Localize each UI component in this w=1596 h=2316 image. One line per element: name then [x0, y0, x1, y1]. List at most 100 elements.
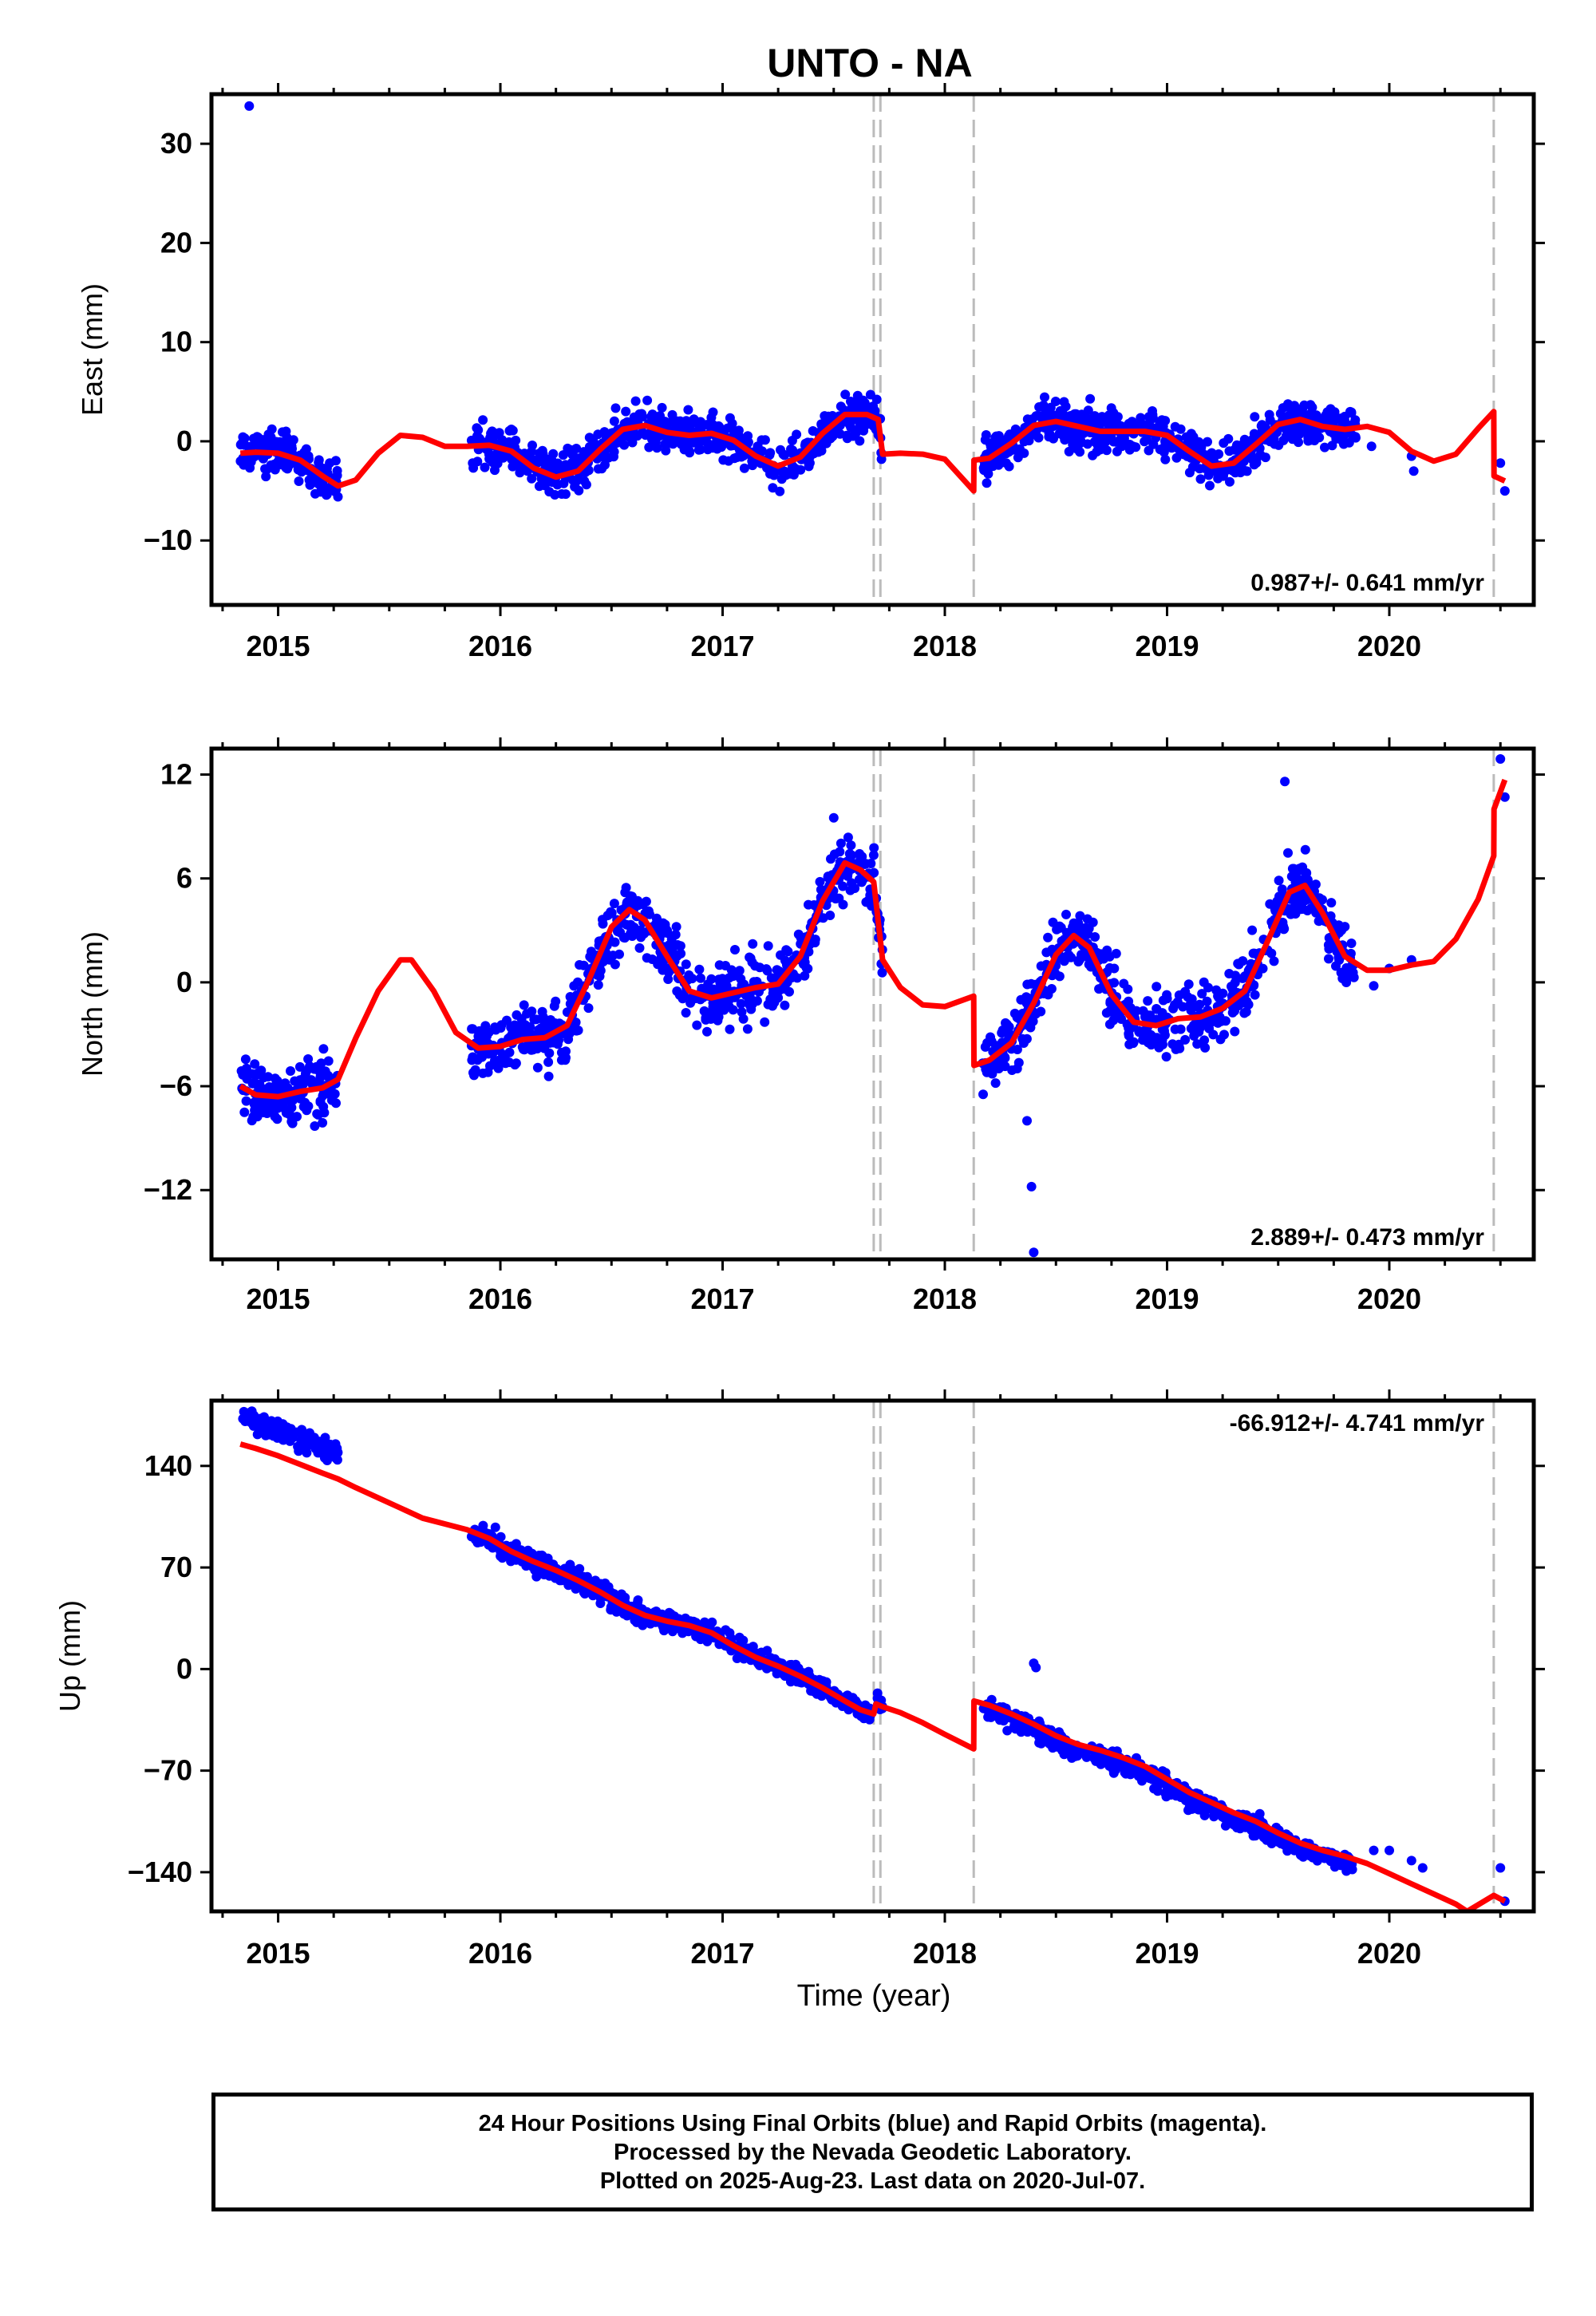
up-data-point — [1104, 1761, 1115, 1771]
footer-info-box: 24 Hour Positions Using Final Orbits (bl… — [211, 2093, 1534, 2211]
up-y-axis-label: Up (mm) — [53, 1600, 86, 1712]
north-data-point — [318, 1044, 329, 1054]
north-data-point — [1250, 990, 1260, 1000]
up-data-point — [721, 1625, 731, 1635]
north-data-point — [825, 911, 836, 920]
north-data-point — [259, 1108, 269, 1117]
north-data-point — [1144, 1034, 1154, 1043]
north-data-point — [804, 947, 814, 957]
north-data-point — [1116, 1014, 1127, 1024]
north-data-point — [663, 974, 674, 984]
north-data-point — [241, 1096, 251, 1106]
north-data-point — [526, 1045, 536, 1055]
up-data-point — [309, 1437, 319, 1448]
up-data-point — [1124, 1764, 1135, 1774]
north-data-point — [762, 966, 772, 976]
east-data-point — [325, 458, 335, 468]
north-data-point — [1022, 1116, 1032, 1126]
north-data-point — [843, 832, 853, 843]
east-data-point — [804, 458, 815, 468]
north-data-point — [1043, 990, 1053, 1000]
north-y-tick-label: −6 — [160, 1069, 192, 1102]
east-data-point — [244, 101, 255, 111]
up-data-point — [531, 1566, 541, 1575]
north-data-point — [752, 977, 762, 986]
north-data-point — [1238, 998, 1249, 1008]
east-data-point — [846, 397, 855, 406]
east-data-point — [1269, 433, 1279, 444]
north-data-point — [614, 949, 624, 959]
east-data-point — [294, 476, 304, 486]
north-data-point — [804, 899, 813, 910]
east-data-point — [1304, 409, 1314, 420]
east-data-point — [1088, 450, 1098, 460]
east-data-point — [657, 402, 667, 413]
north-data-point — [1061, 909, 1071, 919]
east-data-point — [281, 426, 291, 437]
north-data-point — [330, 1089, 340, 1099]
east-data-point — [1050, 397, 1061, 406]
north-data-point — [1043, 932, 1053, 943]
up-y-tick-label: 0 — [176, 1652, 192, 1685]
north-data-point — [1495, 754, 1506, 764]
east-data-point — [1067, 411, 1077, 421]
east-data-point — [332, 470, 342, 480]
north-data-point — [571, 1026, 582, 1036]
east-data-point — [1408, 466, 1419, 476]
north-x-tick-label: 2020 — [1357, 1282, 1421, 1315]
up-data-point — [1274, 1837, 1283, 1847]
north-data-point — [483, 1067, 493, 1077]
north-data-point — [1310, 879, 1321, 890]
north-data-point — [847, 878, 857, 888]
north-data-point — [730, 945, 740, 954]
east-y-tick-label: 0 — [176, 425, 192, 457]
north-data-point — [606, 908, 616, 919]
east-data-point — [1085, 393, 1096, 404]
east-data-point — [1119, 433, 1129, 444]
up-y-tick-label: 140 — [144, 1449, 192, 1482]
east-data-point — [840, 389, 851, 400]
north-data-point — [763, 941, 773, 951]
north-data-point — [252, 1097, 263, 1108]
north-data-point — [318, 1117, 328, 1128]
north-data-point — [1152, 982, 1162, 992]
east-data-point — [1106, 403, 1116, 413]
north-data-point — [706, 974, 717, 984]
north-data-point — [593, 980, 603, 990]
up-data-point — [1246, 1825, 1257, 1836]
north-y-tick-label: 12 — [160, 758, 192, 791]
east-data-point — [662, 435, 673, 445]
east-data-point — [1345, 406, 1355, 417]
north-data-point — [681, 959, 691, 970]
north-data-point — [1069, 918, 1079, 928]
up-data-point — [534, 1551, 544, 1560]
north-data-point — [760, 1017, 770, 1027]
up-data-point — [617, 1607, 627, 1617]
north-y-axis-label: North (mm) — [76, 931, 109, 1077]
footer-line-3: Plotted on 2025-Aug-23. Last data on 202… — [599, 2168, 1146, 2194]
east-data-point — [261, 472, 271, 482]
north-data-point — [766, 973, 776, 983]
north-data-point — [978, 1089, 988, 1100]
north-data-point — [846, 840, 856, 851]
north-data-point — [768, 989, 779, 999]
north-data-point — [1109, 978, 1120, 988]
north-data-point — [287, 1118, 298, 1128]
east-data-point — [541, 454, 551, 464]
north-data-point — [724, 995, 734, 1006]
north-data-point — [755, 962, 765, 973]
north-data-point — [1007, 1065, 1017, 1075]
north-data-point — [713, 1007, 723, 1018]
north-data-point — [1204, 1023, 1215, 1034]
north-data-point — [630, 927, 641, 937]
north-data-point — [652, 915, 662, 925]
east-data-point — [640, 430, 650, 441]
east-data-point — [1195, 474, 1206, 484]
north-data-point — [549, 1001, 559, 1011]
north-data-point — [492, 1057, 502, 1067]
up-data-point — [1495, 1863, 1506, 1873]
north-data-point — [696, 973, 705, 983]
north-x-tick-label: 2016 — [468, 1282, 532, 1315]
east-x-tick-label: 2018 — [913, 630, 977, 662]
up-data-point — [279, 1435, 289, 1445]
